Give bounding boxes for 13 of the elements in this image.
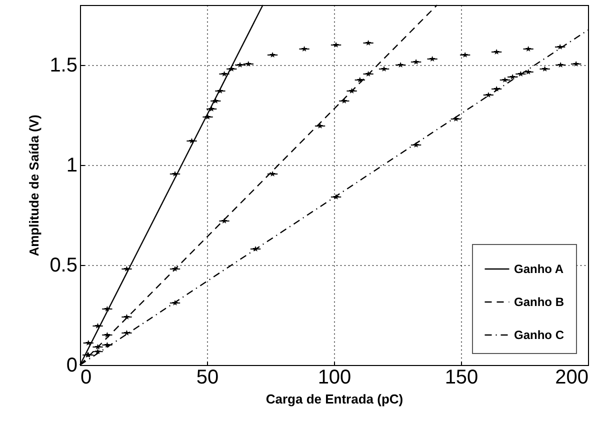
x-tick-label: 0	[80, 366, 92, 388]
x-axis-title: Carga de Entrada (pC)	[266, 392, 404, 406]
y-tick-label: 1	[66, 154, 78, 176]
legend-label: Ganho A	[514, 262, 564, 276]
x-tick-label: 100	[318, 366, 352, 388]
y-tick-label: 1.5	[50, 54, 78, 76]
legend-label: Ganho B	[514, 295, 564, 309]
legend-label: Ganho C	[514, 328, 564, 342]
x-tick-label: 200	[555, 366, 588, 388]
y-tick-label: 0.5	[50, 254, 78, 276]
x-tick-label: 150	[444, 366, 478, 388]
y-axis-title: Amplitude de Saída (V)	[26, 114, 42, 256]
x-tick-label: 50	[196, 366, 219, 388]
